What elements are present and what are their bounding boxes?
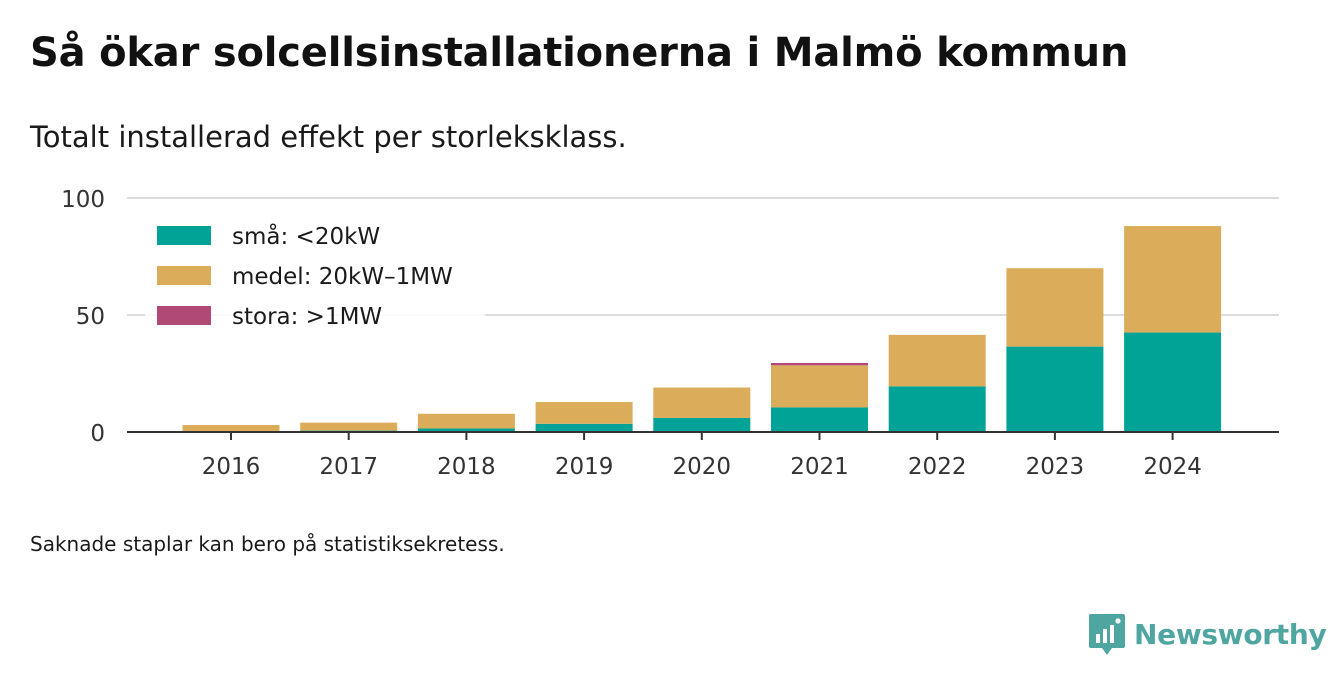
y-tick-label: 100 <box>61 187 105 213</box>
bar-segment[interactable] <box>771 365 868 408</box>
chart-subtitle: Totalt installerad effekt per storlekskl… <box>30 120 627 154</box>
bar-segment[interactable] <box>1006 268 1104 347</box>
bar-segment[interactable] <box>1124 332 1222 432</box>
legend: små: <20kW medel: 20kW–1MW stora: >1MW <box>145 218 485 336</box>
bar-segment[interactable] <box>888 334 986 387</box>
x-tick-label: 2023 <box>1026 454 1085 480</box>
bar-segment[interactable] <box>1124 226 1222 333</box>
x-tick-label: 2020 <box>673 454 732 480</box>
bar-segment[interactable] <box>888 386 986 432</box>
bar-segment[interactable] <box>1006 346 1104 432</box>
brand-name: Newsworthy <box>1134 617 1327 651</box>
x-tick-label: 2024 <box>1143 454 1202 480</box>
legend-label: små: <20kW <box>232 222 380 250</box>
legend-swatch <box>157 226 211 245</box>
y-tick-label: 50 <box>76 304 105 330</box>
legend-swatch <box>157 266 211 285</box>
bar-segment[interactable] <box>417 428 515 432</box>
brand-logo[interactable]: Newsworthy <box>1088 610 1327 658</box>
bar-segment[interactable] <box>300 422 398 431</box>
x-tick-label: 2016 <box>202 454 261 480</box>
bar-segment[interactable] <box>771 407 868 432</box>
x-tick-label: 2017 <box>319 454 378 480</box>
legend-swatch <box>157 306 211 325</box>
x-tick-label: 2022 <box>908 454 967 480</box>
bar-segment[interactable] <box>771 362 868 366</box>
bar-segment[interactable] <box>417 413 515 429</box>
x-tick-label: 2021 <box>790 454 849 480</box>
bar-segment[interactable] <box>653 387 751 418</box>
legend-label: stora: >1MW <box>232 304 382 330</box>
bar-segment[interactable] <box>535 402 633 424</box>
bar-segment[interactable] <box>653 417 751 432</box>
newsworthy-chart-icon <box>1089 614 1125 655</box>
x-axis-ticks: 2016 2017 2018 2019 2020 2021 2022 2023 2024 <box>202 432 1202 480</box>
x-tick-label: 2018 <box>437 454 496 480</box>
footnote: Saknade staplar kan bero på statistiksek… <box>30 532 505 556</box>
y-tick-label: 0 <box>90 421 105 447</box>
bar-segment[interactable] <box>535 423 633 432</box>
chart-title: Så ökar solcellsinstallationerna i Malmö… <box>30 30 1129 76</box>
y-axis-ticks: 0 50 100 <box>61 187 105 447</box>
bar-segment[interactable] <box>182 424 280 432</box>
x-tick-label: 2019 <box>555 454 614 480</box>
bars <box>182 226 1222 432</box>
legend-label: medel: 20kW–1MW <box>232 264 453 290</box>
